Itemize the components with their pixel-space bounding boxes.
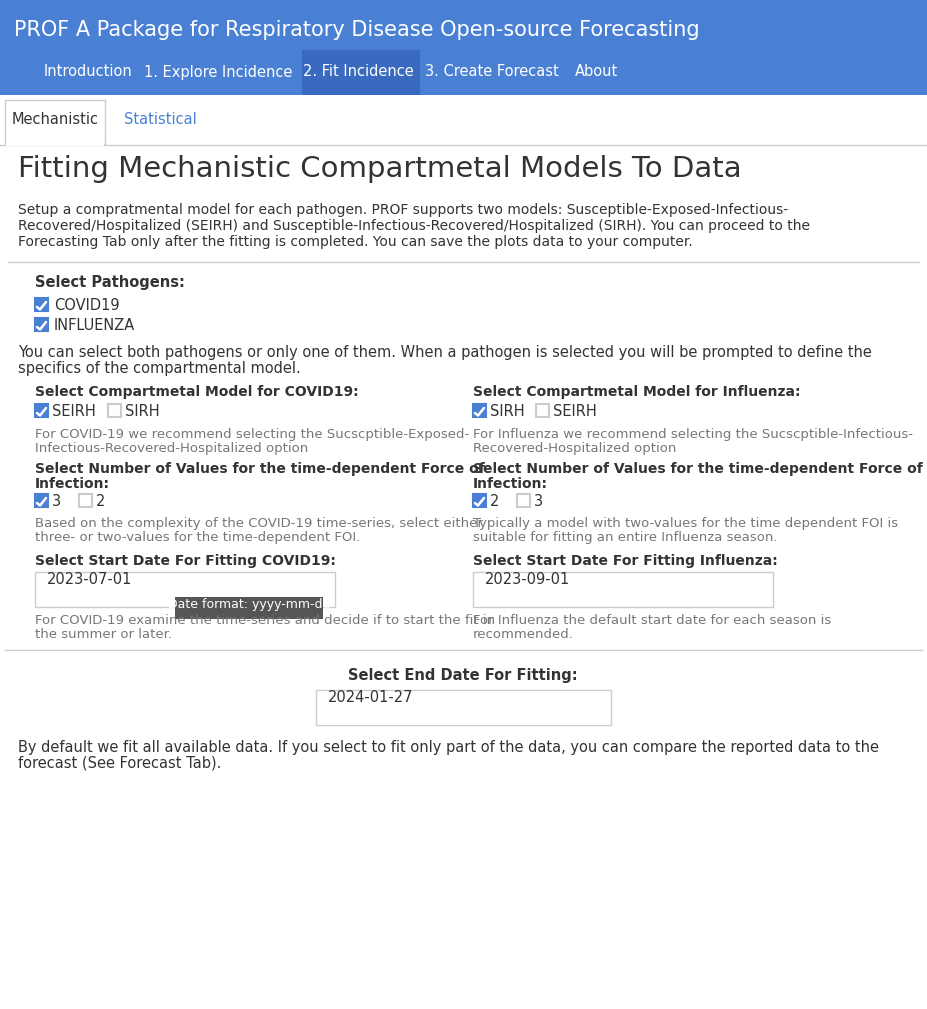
- Bar: [473, 404, 486, 417]
- Bar: [316, 690, 611, 725]
- Text: For Influenza the default start date for each season is: For Influenza the default start date for…: [473, 614, 832, 627]
- Bar: [473, 494, 486, 507]
- Text: suitable for fitting an entire Influenza season.: suitable for fitting an entire Influenza…: [473, 531, 778, 544]
- Text: 2024-01-27: 2024-01-27: [328, 690, 413, 705]
- Bar: [35, 298, 48, 311]
- Bar: [302, 50, 420, 95]
- Text: Select Start Date For Fitting COVID19:: Select Start Date For Fitting COVID19:: [35, 554, 336, 568]
- Text: INFLUENZA: INFLUENZA: [54, 318, 135, 333]
- Bar: [79, 494, 92, 507]
- Text: Fitting Mechanistic Compartmetal Models To Data: Fitting Mechanistic Compartmetal Models …: [18, 155, 742, 183]
- Text: Infection:: Infection:: [35, 477, 110, 491]
- Text: Select Pathogens:: Select Pathogens:: [35, 275, 184, 290]
- Text: 2023-09-01: 2023-09-01: [485, 572, 570, 587]
- Text: You can select both pathogens or only one of them. When a pathogen is selected y: You can select both pathogens or only on…: [18, 345, 872, 360]
- Bar: [35, 572, 335, 607]
- Bar: [0, 95, 927, 145]
- Text: Setup a compratmental model for each pathogen. PROF supports two models: Suscept: Setup a compratmental model for each pat…: [18, 203, 788, 217]
- Text: recommended.: recommended.: [473, 628, 574, 641]
- Text: For Influenza we recommend selecting the Sucscptible-Infectious-: For Influenza we recommend selecting the…: [473, 428, 913, 441]
- Text: About: About: [576, 65, 618, 80]
- Text: three- or two-values for the time-dependent FOI.: three- or two-values for the time-depend…: [35, 531, 361, 544]
- Text: 2023-07-01: 2023-07-01: [47, 572, 133, 587]
- Text: Based on the complexity of the COVID-19 time-series, select either: Based on the complexity of the COVID-19 …: [35, 517, 483, 530]
- Text: Introduction: Introduction: [44, 65, 133, 80]
- Text: Statistical: Statistical: [123, 112, 197, 127]
- Bar: [35, 404, 48, 417]
- Bar: [0, 0, 927, 95]
- Text: Select Start Date For Fitting Influenza:: Select Start Date For Fitting Influenza:: [473, 554, 778, 568]
- Text: SEIRH: SEIRH: [553, 404, 597, 419]
- Bar: [5, 100, 105, 144]
- Text: Recovered-Hospitalized option: Recovered-Hospitalized option: [473, 442, 677, 455]
- Text: PROF A Package for Respiratory Disease Open-source Forecasting: PROF A Package for Respiratory Disease O…: [14, 20, 700, 40]
- Text: 3: 3: [534, 494, 543, 509]
- Text: SIRH: SIRH: [125, 404, 159, 419]
- Text: 1. Explore Incidence: 1. Explore Incidence: [144, 65, 292, 80]
- Text: 2: 2: [96, 494, 106, 509]
- Bar: [35, 318, 48, 331]
- Text: Recovered/Hospitalized (SEIRH) and Susceptible-Infectious-Recovered/Hospitalized: Recovered/Hospitalized (SEIRH) and Susce…: [18, 219, 810, 233]
- Bar: [6, 143, 104, 146]
- Text: SEIRH: SEIRH: [52, 404, 95, 419]
- Text: Mechanistic: Mechanistic: [11, 112, 98, 127]
- Text: COVID19: COVID19: [54, 298, 120, 313]
- Text: Infection:: Infection:: [473, 477, 548, 491]
- Text: Select Compartmetal Model for COVID19:: Select Compartmetal Model for COVID19:: [35, 385, 359, 399]
- Text: 2. Fit Incidence: 2. Fit Incidence: [302, 65, 413, 80]
- Text: Forecasting Tab only after the fitting is completed. You can save the plots data: Forecasting Tab only after the fitting i…: [18, 235, 692, 249]
- Text: 3: 3: [52, 494, 61, 509]
- Text: Select Number of Values for the time-dependent Force of: Select Number of Values for the time-dep…: [35, 462, 485, 476]
- Text: Typically a model with two-values for the time dependent FOI is: Typically a model with two-values for th…: [473, 517, 898, 530]
- Text: specifics of the compartmental model.: specifics of the compartmental model.: [18, 361, 300, 376]
- Text: forecast (See Forecast Tab).: forecast (See Forecast Tab).: [18, 756, 222, 771]
- Text: 3. Create Forecast: 3. Create Forecast: [425, 65, 559, 80]
- Text: Date format: yyyy-mm-dd: Date format: yyyy-mm-dd: [168, 598, 330, 611]
- Text: the summer or later.: the summer or later.: [35, 628, 172, 641]
- Text: Select Compartmetal Model for Influenza:: Select Compartmetal Model for Influenza:: [473, 385, 801, 399]
- Bar: [517, 494, 530, 507]
- Bar: [35, 494, 48, 507]
- Text: For COVID-19 we recommend selecting the Sucscptible-Exposed-: For COVID-19 we recommend selecting the …: [35, 428, 469, 441]
- Text: 2: 2: [490, 494, 500, 509]
- Text: Infectious-Recovered-Hospitalized option: Infectious-Recovered-Hospitalized option: [35, 442, 309, 455]
- Text: SIRH: SIRH: [490, 404, 525, 419]
- Text: By default we fit all available data. If you select to fit only part of the data: By default we fit all available data. If…: [18, 740, 879, 755]
- Text: Select End Date For Fitting:: Select End Date For Fitting:: [349, 668, 578, 683]
- Text: For COVID-19 examine the time-series and decide if to start the fit in: For COVID-19 examine the time-series and…: [35, 614, 495, 627]
- Bar: [536, 404, 549, 417]
- Bar: [108, 404, 121, 417]
- Bar: [175, 597, 323, 619]
- Bar: [473, 572, 773, 607]
- Text: Select Number of Values for the time-dependent Force of: Select Number of Values for the time-dep…: [473, 462, 922, 476]
